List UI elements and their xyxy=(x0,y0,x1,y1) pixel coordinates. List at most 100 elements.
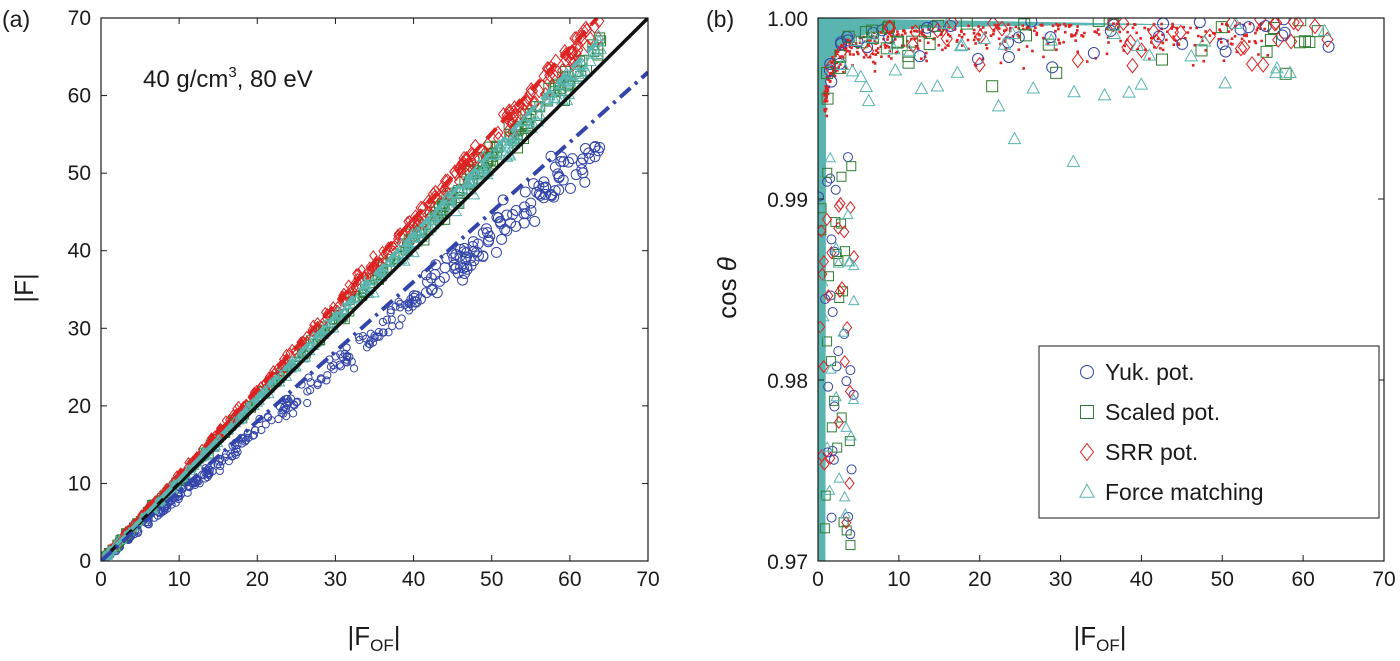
point-srr xyxy=(1235,50,1239,54)
point-srr xyxy=(349,285,358,297)
point-srr xyxy=(821,212,833,227)
point-srr xyxy=(1171,25,1174,28)
point-force xyxy=(441,190,455,202)
point-srr xyxy=(819,457,830,471)
point-yuk xyxy=(388,322,397,331)
point-srr xyxy=(1002,29,1006,33)
panel-b-ytick-label: 0.98 xyxy=(767,370,808,393)
point-yuk xyxy=(384,328,393,337)
point-yuk xyxy=(1025,18,1038,28)
point-srr xyxy=(839,225,850,239)
point-srr xyxy=(1007,23,1010,26)
point-force xyxy=(845,430,857,441)
point-force xyxy=(902,43,917,57)
point-srr xyxy=(1139,37,1142,40)
point-srr xyxy=(1175,26,1179,30)
point-scaled xyxy=(820,490,831,501)
panel-b: (b) 0 10 20 30 40 50 60 70 0.97 0.98 0.99 1.00 |FOF… xyxy=(706,6,1396,655)
point-force xyxy=(294,350,305,360)
point-srr xyxy=(925,59,928,63)
point-srr xyxy=(832,59,835,62)
point-yuk xyxy=(373,332,382,341)
point-srr xyxy=(1046,42,1050,46)
point-yuk xyxy=(326,362,336,371)
point-srr xyxy=(882,19,896,36)
point-yuk xyxy=(1157,18,1170,30)
panel-a-ytick-label: 40 xyxy=(68,240,91,263)
point-srr xyxy=(868,55,872,59)
point-yuk xyxy=(496,233,508,245)
panel-b-ytick-label: 1.00 xyxy=(767,8,808,31)
point-force xyxy=(501,136,515,149)
point-srr xyxy=(1105,52,1109,56)
point-srr xyxy=(914,45,918,48)
point-srr xyxy=(1067,25,1071,28)
point-force xyxy=(950,65,965,78)
point-scaled xyxy=(826,422,837,433)
panel-a-annotation: 40 g/cm3, 80 eV xyxy=(143,64,313,93)
point-srr xyxy=(832,57,836,61)
point-yuk xyxy=(553,184,565,196)
point-srr xyxy=(1234,40,1248,57)
point-yuk xyxy=(501,225,513,237)
point-srr xyxy=(1031,49,1034,53)
panel-a-xtick-label: 40 xyxy=(402,568,425,591)
point-yuk xyxy=(472,238,484,250)
point-scaled xyxy=(1299,35,1312,48)
point-yuk xyxy=(257,425,266,435)
panel-a-ytick-label: 10 xyxy=(68,472,91,495)
point-yuk xyxy=(823,381,834,392)
point-srr xyxy=(879,31,883,34)
point-force xyxy=(1066,154,1081,167)
point-srr xyxy=(848,39,852,43)
point-srr xyxy=(1073,34,1077,37)
point-srr xyxy=(1176,42,1180,45)
point-srr xyxy=(1222,59,1226,62)
point-srr xyxy=(1071,34,1074,38)
point-force xyxy=(510,127,523,140)
point-force xyxy=(373,272,384,282)
point-srr xyxy=(960,35,964,39)
point-yuk xyxy=(579,143,591,155)
point-srr xyxy=(1034,26,1037,30)
point-yuk xyxy=(830,184,841,195)
point-srr xyxy=(871,52,875,56)
point-yuk xyxy=(538,192,550,204)
point-yuk xyxy=(396,299,405,308)
point-scaled xyxy=(902,56,915,69)
point-srr xyxy=(1186,31,1190,34)
point-srr xyxy=(910,26,914,29)
point-srr xyxy=(1017,34,1021,38)
point-srr xyxy=(1022,27,1025,31)
point-scaled xyxy=(832,442,843,453)
point-srr xyxy=(1174,39,1178,43)
point-force xyxy=(849,33,864,46)
point-srr xyxy=(1126,57,1139,74)
point-yuk xyxy=(450,262,462,274)
point-yuk xyxy=(546,190,558,202)
point-scaled xyxy=(1303,36,1316,49)
point-srr xyxy=(1039,23,1042,27)
point-force xyxy=(833,472,845,483)
point-srr xyxy=(313,316,322,328)
point-srr xyxy=(858,41,862,45)
point-srr xyxy=(918,39,922,42)
point-srr xyxy=(913,29,916,33)
point-srr xyxy=(1135,31,1138,35)
point-yuk xyxy=(525,197,537,209)
point-yuk xyxy=(391,302,400,311)
point-srr xyxy=(1097,33,1101,36)
point-srr xyxy=(895,33,899,37)
point-srr xyxy=(872,60,875,64)
point-scaled xyxy=(834,292,845,303)
point-srr xyxy=(840,55,843,58)
point-srr xyxy=(1254,41,1258,45)
point-force xyxy=(835,57,850,71)
point-yuk xyxy=(529,215,541,227)
point-srr xyxy=(922,33,925,37)
point-yuk xyxy=(1219,45,1232,58)
point-srr xyxy=(848,50,851,53)
point-srr xyxy=(1126,30,1129,34)
point-force xyxy=(848,259,860,271)
point-srr xyxy=(833,74,837,78)
